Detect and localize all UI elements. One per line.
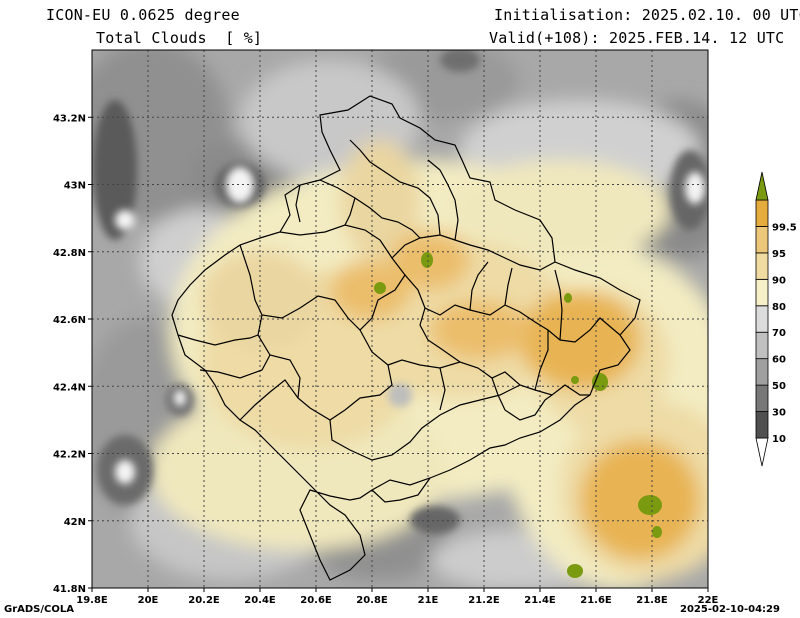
y-tick-label: 41.8N [53, 584, 86, 595]
y-tick-label: 42.6N [53, 315, 86, 326]
x-tick-label: 21.2E [468, 595, 500, 606]
valid-time: Valid(+108): 2025.FEB.14. 12 UTC [489, 29, 785, 47]
x-tick-label: 20.2E [188, 595, 220, 606]
colorbar-label: 70 [772, 328, 786, 339]
colorbar-label: 95 [772, 249, 786, 260]
y-tick-label: 43.2N [53, 113, 86, 124]
y-tick-label: 42N [64, 517, 86, 528]
x-tick-label: 22E [698, 595, 719, 606]
colorbar-box [755, 305, 769, 333]
colorbar-label: 99.5 [772, 222, 797, 233]
y-tick-label: 42.8N [53, 248, 86, 259]
colorbar-box [755, 411, 769, 439]
x-tick-label: 20E [138, 595, 159, 606]
admin-borders [171, 95, 641, 581]
x-tick-label: 21.4E [524, 595, 556, 606]
footer-right: 2025-02-10-04:29 [680, 604, 780, 615]
colorbar-low-triangle [755, 437, 769, 467]
y-axis: 41.8N 42N 42.2N 42.4N 42.6N 42.8N 43N 43.2N [53, 113, 92, 595]
colorbar-box [755, 358, 769, 386]
colorbar-label: 90 [772, 275, 786, 286]
variable-title: Total Clouds [ %] [96, 29, 263, 47]
model-title: ICON-EU 0.0625 degree [46, 6, 240, 24]
y-tick-label: 42.4N [53, 382, 86, 393]
colorbar-box [755, 199, 769, 227]
colorbar-box [755, 252, 769, 280]
colorbar-label: 50 [772, 381, 786, 392]
x-tick-label: 21.6E [580, 595, 612, 606]
y-tick-label: 43N [64, 181, 86, 192]
x-tick-label: 19.8E [76, 595, 108, 606]
x-tick-label: 21E [418, 595, 439, 606]
colorbar-label: 10 [772, 434, 786, 445]
colorbar: 10 30 50 60 70 80 90 95 99.5 [755, 171, 797, 467]
x-tick-label: 20.8E [356, 595, 388, 606]
cloud-field [92, 50, 708, 588]
x-tick-label: 21.8E [636, 595, 668, 606]
colorbar-label: 60 [772, 355, 786, 366]
colorbar-label: 30 [772, 408, 786, 419]
x-axis: 19.8E 20E 20.2E 20.4E 20.6E 20.8E 21E 21.2E 21.4… [76, 588, 719, 606]
colorbar-box [755, 278, 769, 307]
colorbar-high-triangle [755, 171, 769, 201]
x-tick-label: 20.6E [300, 595, 332, 606]
colorbar-box [755, 331, 769, 360]
x-tick-label: 20.4E [244, 595, 276, 606]
footer-left: GrADS/COLA [4, 604, 74, 615]
colorbar-box [755, 384, 769, 412]
y-tick-label: 42.2N [53, 450, 86, 461]
colorbar-label: 80 [772, 302, 786, 313]
colorbar-box [755, 226, 769, 254]
init-time: Initialisation: 2025.02.10. 00 UTC [494, 6, 800, 24]
